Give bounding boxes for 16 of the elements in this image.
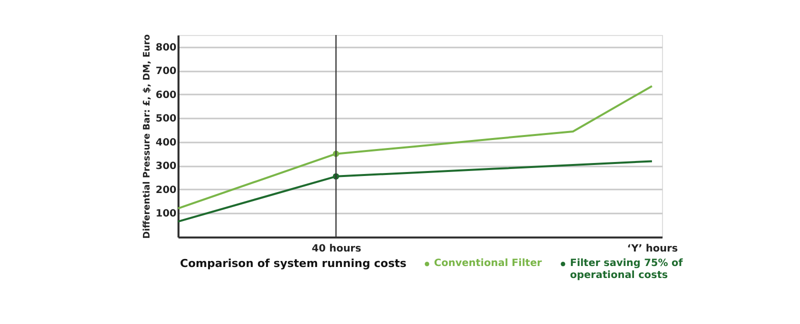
line-series: [177, 160, 653, 223]
y-tick-label: 600: [156, 90, 177, 101]
y-tick-label: 300: [156, 161, 177, 172]
legend-label: Conventional Filter: [434, 258, 542, 269]
y-tick-label: 700: [156, 66, 177, 78]
x-axis-title: Comparison of system running costs: [180, 257, 407, 270]
x-tick-label: 40 hours: [312, 244, 362, 254]
y-tick-label: 500: [156, 114, 177, 125]
line-series: [177, 85, 653, 210]
y-tick-label: 800: [156, 42, 177, 54]
y-tick-label: 200: [156, 184, 177, 196]
y-tick-label: 400: [156, 137, 177, 148]
x-tick-label: ‘Y’ hours: [627, 244, 678, 254]
y-axis-title: Differential Pressure Bar: £, $, DM, Euro: [142, 34, 153, 239]
y-tick-label: 100: [156, 208, 177, 220]
legend-label: Filter saving 75% of operational costs: [570, 258, 684, 281]
